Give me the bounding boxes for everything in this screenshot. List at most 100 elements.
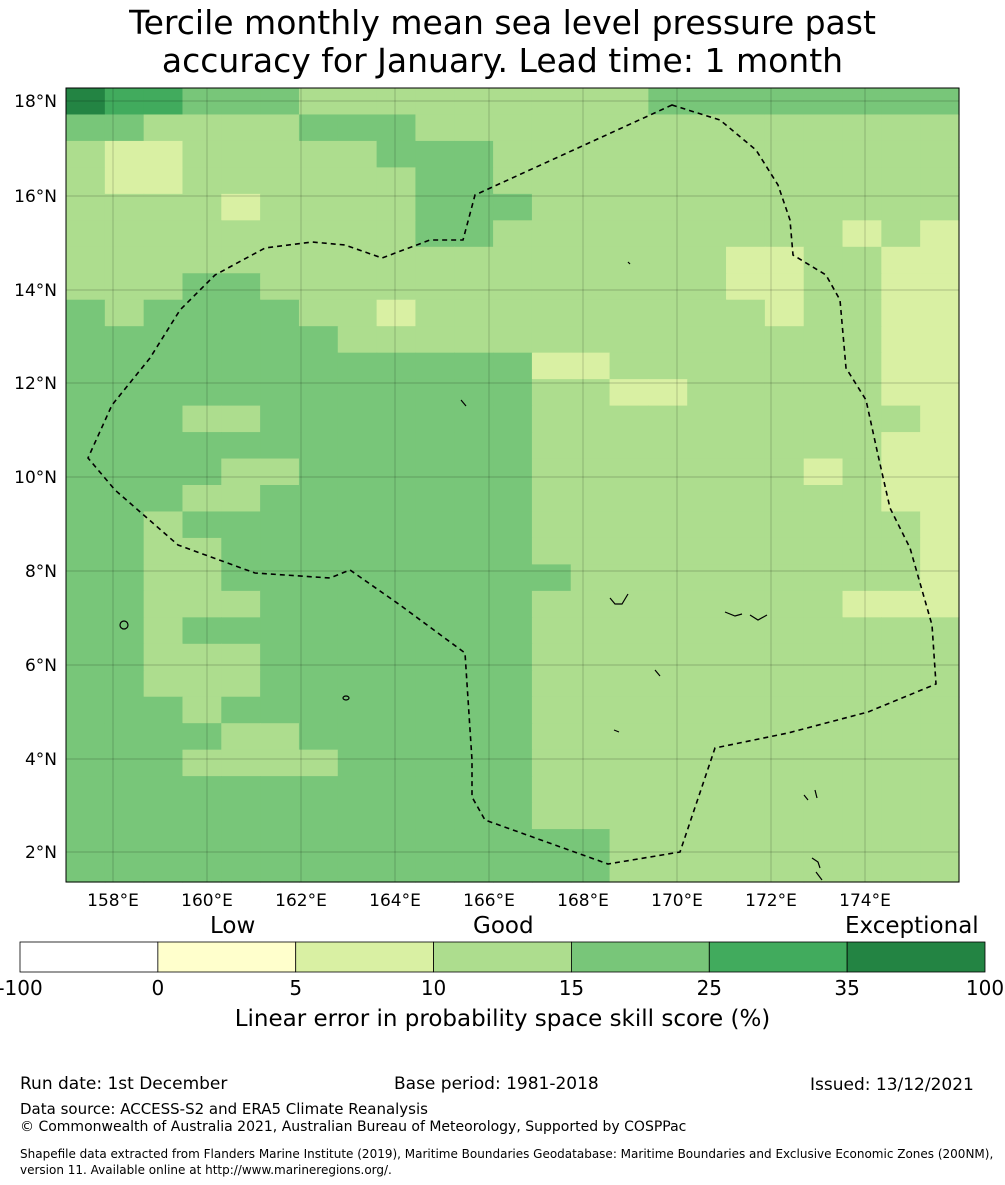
- skill-cell: [337, 458, 378, 486]
- skill-cell: [143, 140, 184, 168]
- skill-cell: [221, 670, 261, 698]
- skill-cell: [648, 458, 688, 486]
- skill-cell: [881, 88, 921, 116]
- skill-cell: [493, 167, 533, 195]
- skill-cell: [493, 670, 533, 698]
- skill-cell: [143, 246, 184, 274]
- longitude-tick-label: 170°E: [651, 891, 703, 911]
- skill-cell: [531, 776, 572, 804]
- skill-cell: [454, 537, 494, 565]
- skill-cell: [337, 590, 378, 618]
- graticule: [66, 88, 959, 882]
- skill-cell: [648, 537, 688, 565]
- skill-cell: [298, 246, 339, 274]
- skill-cell: [104, 670, 145, 698]
- skill-cell: [687, 88, 727, 116]
- skill-cell: [298, 405, 339, 433]
- skill-cell: [104, 193, 145, 221]
- skill-cell: [726, 617, 766, 645]
- skill-cell: [260, 537, 300, 565]
- skill-cell: [881, 246, 921, 274]
- skill-cell: [570, 749, 611, 777]
- skill-cell: [221, 458, 261, 486]
- skill-cells: [66, 88, 960, 883]
- skill-cell: [764, 537, 805, 565]
- skill-cell: [298, 723, 339, 751]
- longitude-tick-label: 158°E: [87, 891, 139, 911]
- islands: [119, 261, 823, 881]
- skill-cell: [764, 193, 805, 221]
- skill-cell: [221, 696, 261, 724]
- skill-cell: [609, 537, 649, 565]
- skill-cell: [298, 299, 339, 327]
- skill-cell: [764, 723, 805, 751]
- skill-cell: [920, 405, 960, 433]
- skill-cell: [609, 643, 649, 671]
- skill-cell: [337, 405, 378, 433]
- skill-cell: [260, 432, 300, 460]
- skill-cell: [648, 88, 688, 116]
- skill-cell: [415, 590, 455, 618]
- skill-cell: [182, 432, 222, 460]
- skill-cell: [182, 167, 222, 195]
- skill-cell: [842, 432, 882, 460]
- skill-cell: [66, 855, 106, 883]
- skill-cell: [570, 432, 611, 460]
- skill-cell: [764, 326, 805, 354]
- skill-cell: [415, 458, 455, 486]
- island: [609, 593, 629, 605]
- island: [119, 620, 129, 630]
- skill-cell: [726, 220, 766, 248]
- skill-cell: [298, 114, 339, 142]
- skill-cell: [570, 537, 611, 565]
- skill-cell: [260, 140, 300, 168]
- skill-cell: [66, 299, 106, 327]
- skill-cell: [66, 723, 106, 751]
- skill-cell: [298, 776, 339, 804]
- skill-cell: [337, 564, 378, 592]
- skill-cell: [337, 643, 378, 671]
- skill-cell: [143, 670, 184, 698]
- skill-cell: [881, 855, 921, 883]
- skill-cell: [881, 617, 921, 645]
- skill-cell: [298, 379, 339, 407]
- skill-cell: [376, 670, 417, 698]
- skill-cell: [803, 802, 844, 830]
- skill-cell: [609, 855, 649, 883]
- skill-cell: [803, 670, 844, 698]
- skill-cell: [920, 114, 960, 142]
- skill-cell: [648, 220, 688, 248]
- skill-cell: [221, 723, 261, 751]
- skill-cell: [260, 617, 300, 645]
- skill-cell: [920, 458, 960, 486]
- skill-cell: [182, 776, 222, 804]
- skill-cell: [66, 696, 106, 724]
- skill-cell: [143, 193, 184, 221]
- skill-cell: [182, 537, 222, 565]
- skill-cell: [803, 379, 844, 407]
- skill-cell: [260, 829, 300, 857]
- skill-cell: [104, 511, 145, 539]
- skill-cell: [376, 776, 417, 804]
- skill-cell: [881, 537, 921, 565]
- skill-cell: [648, 379, 688, 407]
- skill-cell: [842, 696, 882, 724]
- skill-cell: [764, 352, 805, 380]
- skill-cell: [104, 326, 145, 354]
- skill-cell: [687, 829, 727, 857]
- skill-cell: [454, 140, 494, 168]
- skill-cell: [143, 114, 184, 142]
- skill-cell: [182, 855, 222, 883]
- skill-cell: [143, 537, 184, 565]
- skill-cell: [531, 405, 572, 433]
- skill-cell: [842, 670, 882, 698]
- skill-cell: [415, 193, 455, 221]
- skill-cell: [609, 352, 649, 380]
- map-title: Tercile monthly mean sea level pressure …: [0, 4, 1005, 80]
- skill-cell: [881, 723, 921, 751]
- skill-cell: [570, 405, 611, 433]
- skill-cell: [920, 696, 960, 724]
- skill-cell: [764, 696, 805, 724]
- skill-cell: [337, 511, 378, 539]
- skill-cell: [726, 776, 766, 804]
